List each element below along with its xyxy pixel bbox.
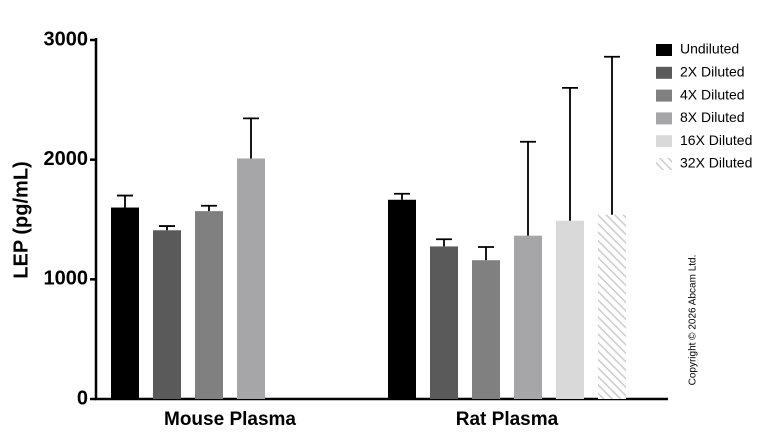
- error-bar: [562, 86, 578, 221]
- legend-label: 2X Diluted: [680, 64, 745, 80]
- legend-swatch: [656, 44, 672, 56]
- bar: [514, 235, 542, 399]
- legend-swatch: [656, 135, 672, 148]
- bar: [598, 214, 626, 399]
- legend-label: 16X Diluted: [680, 132, 752, 148]
- copyright-note: Copyright © 2026 Abcam Ltd.: [688, 255, 699, 386]
- legend-swatch: [656, 89, 672, 102]
- x-tick-label: Mouse Plasma: [164, 409, 296, 430]
- legend-label: 32X Diluted: [680, 155, 752, 171]
- y-tick-label: 1000: [44, 268, 89, 290]
- error-bar: [117, 194, 133, 208]
- legend-label: 4X Diluted: [680, 86, 745, 102]
- bar: [472, 260, 500, 399]
- bar: [430, 246, 458, 399]
- y-tick-label: 0: [77, 387, 88, 409]
- error-bar: [201, 204, 217, 212]
- y-axis-label: LEP (pg/mL): [10, 161, 32, 278]
- error-bar: [604, 55, 620, 215]
- legend-label: 8X Diluted: [680, 109, 745, 125]
- bar: [388, 199, 416, 399]
- y-tick-label: 3000: [44, 28, 89, 50]
- x-tick-label: Rat Plasma: [456, 409, 559, 430]
- bar: [153, 230, 181, 399]
- legend-label: Undiluted: [680, 41, 739, 57]
- bar: [556, 220, 584, 399]
- bar: [111, 207, 139, 399]
- error-bar: [394, 192, 410, 200]
- error-bar: [478, 246, 494, 261]
- error-bar: [520, 140, 536, 236]
- legend-swatch: [656, 66, 672, 79]
- error-bar: [436, 238, 452, 247]
- bar: [195, 211, 223, 399]
- error-bar: [243, 117, 259, 159]
- legend-swatch: [656, 158, 672, 170]
- legend-swatch: [656, 112, 672, 125]
- y-tick-label: 2000: [44, 148, 89, 170]
- error-bar: [159, 225, 175, 231]
- bar: [237, 158, 265, 399]
